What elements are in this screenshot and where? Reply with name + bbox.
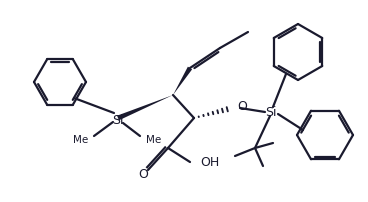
Text: Si: Si — [265, 105, 277, 119]
Text: O: O — [237, 100, 247, 113]
Text: Si: Si — [112, 114, 124, 126]
Polygon shape — [117, 95, 173, 120]
Text: OH: OH — [200, 157, 219, 169]
Polygon shape — [173, 67, 192, 95]
Text: Me: Me — [146, 135, 161, 145]
Text: Me: Me — [73, 135, 88, 145]
Text: O: O — [138, 168, 148, 182]
